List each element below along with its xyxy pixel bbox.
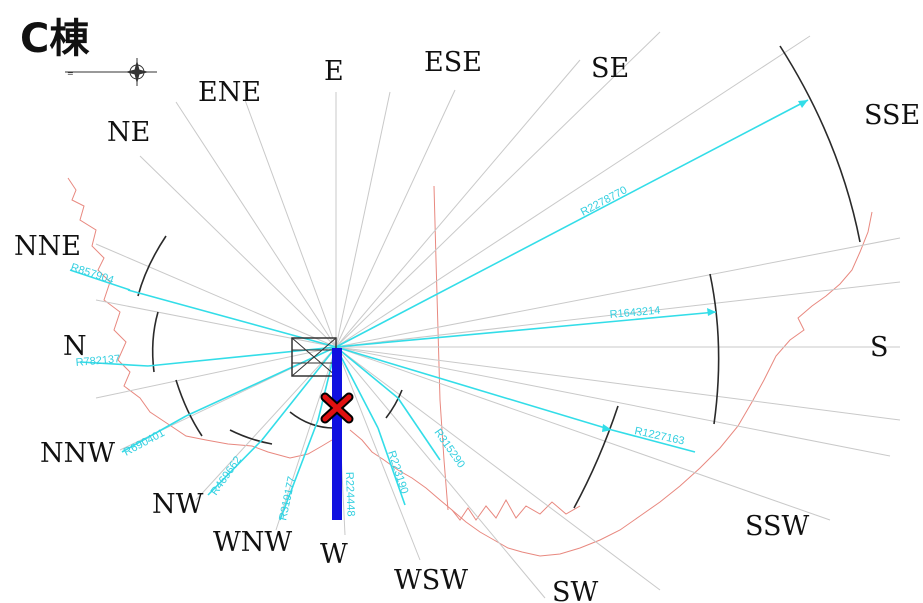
radius-label-w: R224448 [343, 472, 357, 517]
direction-label-ese: ESE [424, 47, 482, 78]
arc-n [151, 311, 159, 373]
wind-direction-bar [332, 348, 342, 520]
arc-ssw [573, 405, 619, 509]
svg-text:=: = [67, 69, 74, 78]
direction-label-sse: SSE [864, 100, 920, 131]
direction-label-w: W [320, 539, 348, 570]
direction-label-s: S [870, 332, 889, 363]
radius-lines [69, 99, 809, 521]
radius-label-nne: R857904 [69, 261, 115, 286]
direction-label-wnw: WNW [213, 527, 292, 558]
arc-sse [779, 45, 861, 243]
radius-label-wnw: R319177 [277, 475, 298, 521]
radius-label-wsw: R223190 [385, 449, 410, 495]
direction-label-wsw: WSW [394, 565, 468, 596]
arc-s [709, 273, 720, 425]
radius-label-s: R1643214 [609, 305, 661, 321]
direction-label-e: E [324, 56, 344, 87]
direction-label-ne: NE [107, 117, 150, 148]
direction-label-nw: NW [152, 489, 204, 520]
direction-label-nnw: NNW [40, 438, 115, 469]
direction-label-ssw: SSW [745, 511, 810, 542]
arc-w [289, 411, 335, 429]
direction-label-sw: SW [552, 577, 598, 603]
radius-label-sse: R2278770 [579, 184, 629, 218]
radius-label-sw: R315290 [432, 427, 467, 470]
direction-label-n: N [63, 331, 87, 362]
arc-sw [385, 389, 403, 419]
direction-label-nne: NNE [14, 231, 81, 262]
direction-labels: NE ENE E ESE SE SSE NNE N S NNW NW WNW W… [14, 47, 920, 603]
page-title: C棟 [20, 16, 90, 62]
compass-rose-icon: = [65, 58, 157, 86]
arc-nne [137, 235, 167, 297]
fetch-arcs [137, 45, 861, 509]
site-marker-icon [320, 392, 354, 424]
direction-rays [95, 31, 901, 599]
building-footprint [291, 337, 337, 377]
radius-label-n: R782137 [75, 353, 121, 369]
direction-label-se: SE [591, 53, 629, 84]
radius-label-nnw: R690401 [122, 427, 167, 459]
arc-nw [229, 429, 273, 445]
radius-label-ssw: R1227163 [633, 425, 685, 447]
radius-label-nw: R469662 [209, 454, 244, 497]
direction-label-ene: ENE [198, 77, 261, 108]
coastline [67, 177, 873, 557]
arc-nnw [175, 379, 203, 437]
